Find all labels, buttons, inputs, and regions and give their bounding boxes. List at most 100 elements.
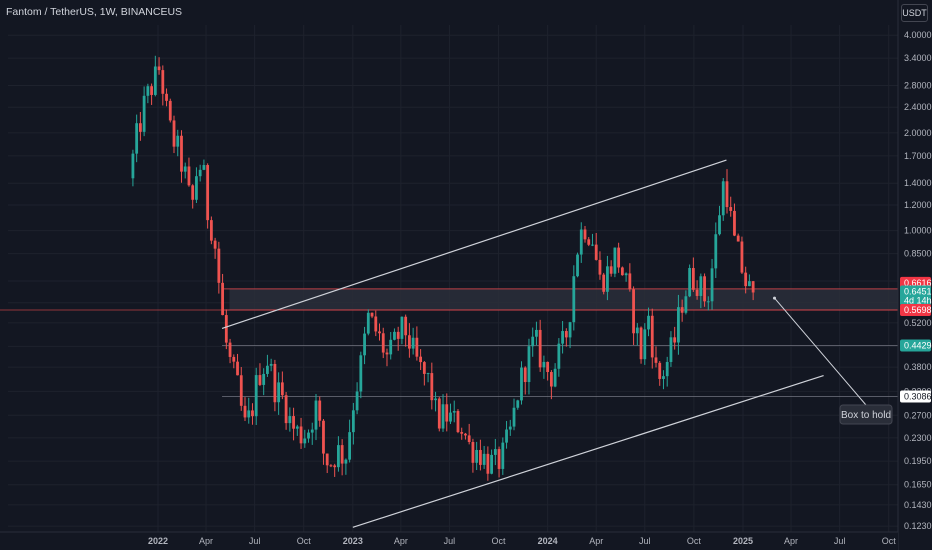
annotation-layer: Box to hold [772,296,893,425]
time-tick-label: Oct [687,536,702,546]
candle-body [172,120,176,147]
candle-body [280,382,284,396]
currency-chip[interactable]: USDT [901,4,928,22]
candle-body [632,289,635,334]
price-tag-value: 0.6451 [904,286,932,296]
candle-body [415,337,419,357]
price-tag-value: 0.5698 [904,305,932,315]
price-tick-label: 1.0000 [904,226,932,236]
candle-body [202,165,206,170]
candle-body [497,449,501,469]
candle-body [318,400,322,421]
candle-body [135,123,139,154]
price-tag-value: 0.3086 [904,391,932,401]
candle-body [508,426,512,430]
trendlines-layer [221,159,824,528]
candle-body [546,361,550,373]
price-tick-label: 3.4000 [904,53,932,63]
candle-body [310,429,314,433]
candle-body [344,459,348,464]
candle-body [523,367,527,383]
candle-body [217,248,221,283]
candle-body [378,331,381,334]
candle-body [165,93,168,101]
candle-body [366,312,370,334]
candle-body [460,432,464,434]
candle-body [254,375,258,417]
candle-body [187,166,191,186]
candle-body [647,315,650,330]
candle-body [635,327,639,334]
candle-body [452,411,456,413]
candle-body [549,372,553,387]
candle-body [535,329,538,337]
candle-body [408,335,411,349]
time-tick-label: Jul [834,536,846,546]
candle-body [138,123,142,132]
candle-body [393,331,396,340]
candle-body [680,307,684,313]
candle-body [471,442,475,463]
candle-body [703,276,706,302]
candle-body [695,289,699,296]
candle-body [464,433,467,436]
candle-body [718,215,721,235]
candle-body [744,272,748,287]
candle-body [419,356,423,363]
candle-body [288,416,292,424]
candle-body [389,339,393,355]
candle-body [161,70,165,94]
price-tag-value: 0.4429 [904,341,932,351]
time-tick-label: Apr [784,536,798,546]
candle-body [437,398,441,429]
candle-body [568,322,572,338]
annotation-box[interactable] [839,404,893,425]
price-tag [900,390,931,403]
candle-body [337,445,340,468]
candle-body [733,210,736,236]
candle-body [146,86,150,96]
candle-body [273,363,277,403]
candle-body [572,276,576,323]
price-tick-label: 1.4000 [904,178,932,188]
price-axis[interactable]: 4.0000 3.4000 2.8000 2.4000 2.0000 1.7000 1.40… [897,0,932,550]
candle-body [411,337,415,349]
price-tag-value: 0.6616 [904,278,932,288]
candle-body [198,169,202,177]
annotation-arrow [774,297,867,406]
candle-body [142,95,146,132]
candle-body [684,296,688,313]
candle-body [740,241,744,273]
price-tick-label: 0.2300 [904,433,932,443]
candle-body [314,400,318,430]
candle-body [191,185,195,200]
hold-box-layer [229,288,898,310]
candle-body [553,368,557,387]
candle-body [620,267,624,276]
channel-lower-line[interactable] [352,374,824,528]
price-tick-label: 0.1650 [904,480,932,490]
candle-body [602,274,606,292]
candle-body [355,391,359,411]
time-axis[interactable]: 2022 Apr Jul Oct 2023 Apr Jul Oct 2024 Apr Jul Oct 2… [0,531,898,550]
candle-body [385,352,389,355]
time-tick-label: Apr [199,536,213,546]
time-tick-label: 2022 [148,536,168,546]
candle-body [594,244,598,260]
candle-body [564,331,568,338]
candle-body [434,398,437,401]
candle-body [348,432,352,460]
channel-upper-line[interactable] [221,159,727,329]
candle-body [725,181,729,208]
candle-body [351,410,355,433]
price-axis-background [898,0,932,550]
candle-body [520,367,523,401]
candle-body [654,357,658,363]
candle-body [658,362,662,379]
candle-body [576,254,579,277]
time-tick-label: 2025 [733,536,753,546]
price-tick-label: 0.1430 [904,500,932,510]
price-tick-label: 0.5200 [904,318,932,328]
